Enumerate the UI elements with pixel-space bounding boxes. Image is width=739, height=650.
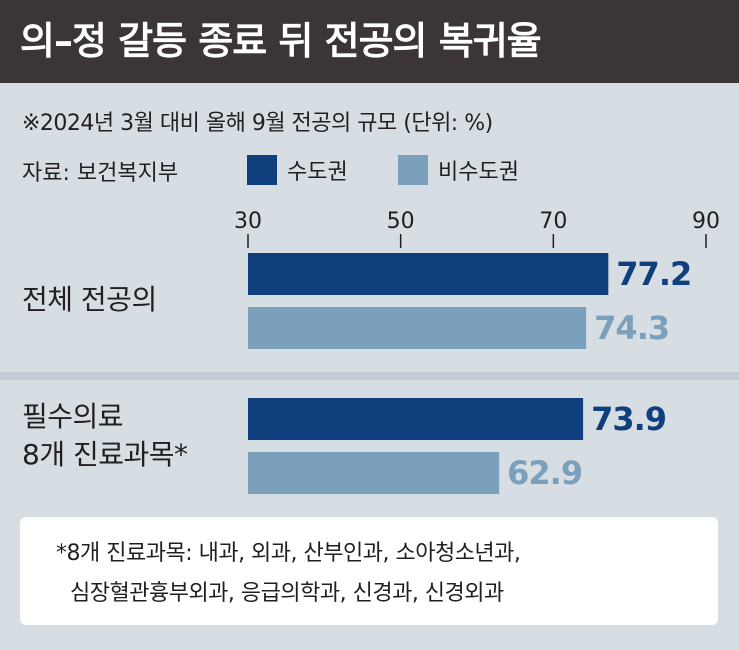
category-label-essential-line2: 8개 진료과목* [22, 438, 188, 471]
category-label-all: 전체 전공의 [22, 281, 157, 319]
bar-nonmetro-1 [248, 452, 500, 494]
x-tick-label-90: 90 [692, 209, 720, 234]
category-label-essential: 필수의료 8개 진료과목* [22, 398, 188, 474]
data-label-nonmetro-1: 62.9 [507, 454, 582, 492]
legend-swatch-metro [247, 155, 277, 185]
data-label-metro-1: 73.9 [591, 400, 666, 438]
bar-nonmetro-0 [248, 307, 587, 349]
chart-title: 의–정 갈등 종료 뒤 전공의 복귀율 [20, 19, 542, 63]
legend-item-nonmetro: 비수도권 [398, 155, 519, 185]
footnote-line-2: 심장혈관흉부외과, 응급의학과, 신경과, 신경외과 [70, 581, 504, 606]
footnote-box: *8개 진료과목: 내과, 외과, 산부인과, 소아청소년과, 심장혈관흉부외과… [20, 517, 718, 625]
x-tick-label-50: 50 [387, 209, 415, 234]
legend-item-metro: 수도권 [247, 155, 348, 185]
header-bar [0, 0, 739, 83]
unit-note: ※2024년 3월 대비 올해 9월 전공의 규모 (단위: %) [22, 111, 493, 136]
legend-label-metro: 수도권 [287, 160, 348, 185]
legend-label-nonmetro: 비수도권 [438, 160, 519, 185]
bar-metro-0 [248, 253, 609, 295]
panel-divider [0, 372, 739, 380]
x-tick-label-30: 30 [234, 209, 262, 234]
category-label-essential-line1: 필수의료 [22, 400, 124, 433]
x-tick-label-70: 70 [539, 209, 567, 234]
legend-swatch-nonmetro [398, 155, 428, 185]
bar-metro-1 [248, 398, 584, 440]
source-text: 자료: 보건복지부 [22, 161, 179, 186]
data-label-metro-0: 77.2 [616, 255, 691, 293]
footnote-line-1: *8개 진료과목: 내과, 외과, 산부인과, 소아청소년과, [56, 541, 521, 566]
category-label-all-line1: 전체 전공의 [22, 283, 157, 316]
data-label-nonmetro-0: 74.3 [594, 309, 669, 347]
